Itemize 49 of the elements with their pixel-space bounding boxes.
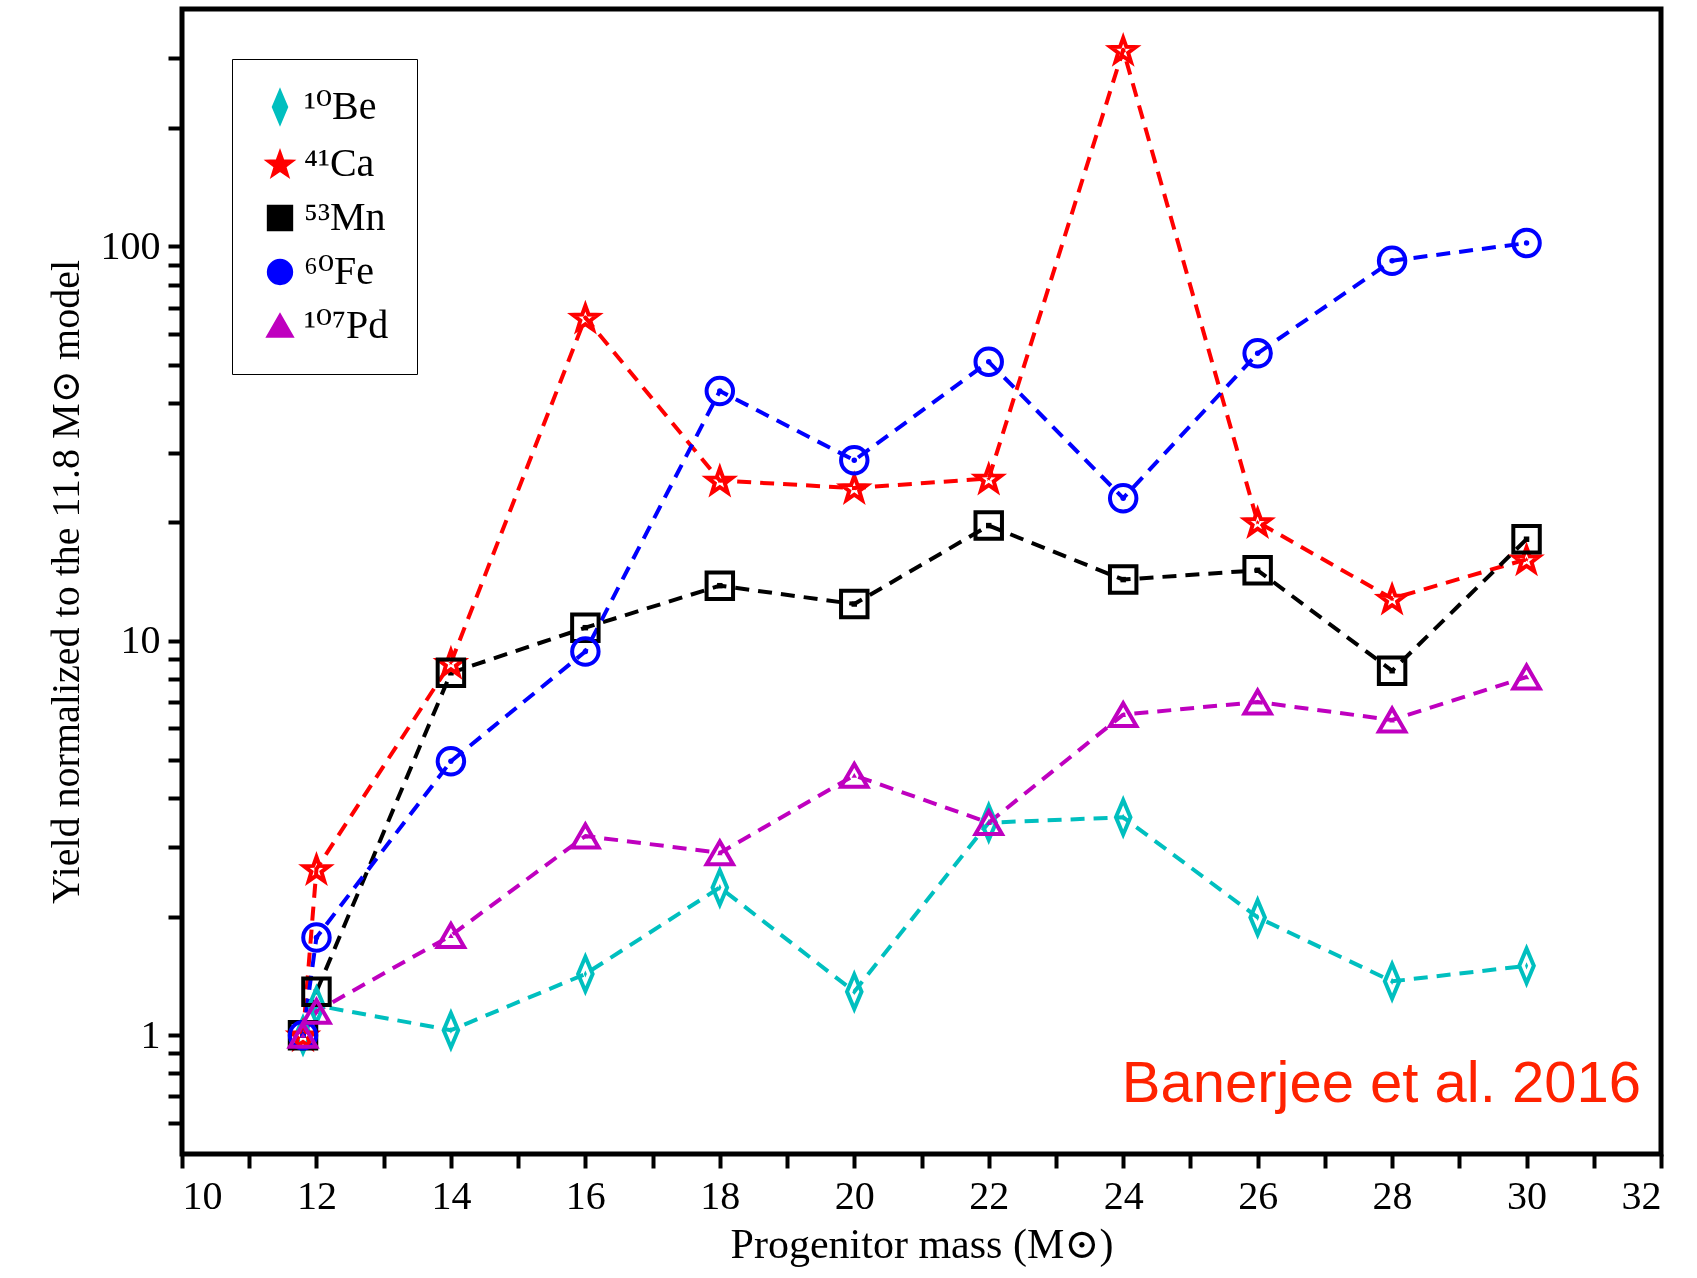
x-tick-label: 18 <box>700 1172 741 1218</box>
point <box>1107 564 1139 595</box>
x-tick-label: 16 <box>565 1172 606 1218</box>
point <box>704 570 736 601</box>
legend-label: ¹⁰Be <box>304 83 377 128</box>
point <box>1242 688 1273 716</box>
point <box>1511 227 1542 259</box>
point <box>1242 555 1273 586</box>
x-axis-title: Progenitor mass (M⊙) <box>730 1220 1114 1268</box>
point <box>973 510 1004 541</box>
point <box>1376 245 1408 276</box>
point <box>1107 482 1139 514</box>
x-tick-label: 32 <box>1621 1172 1662 1218</box>
x-tick-label: 30 <box>1507 1172 1548 1218</box>
y-tick-label: 100 <box>100 222 161 268</box>
point <box>1107 701 1139 729</box>
y-axis-title: Yield normalized to the 11.8 M⊙ model <box>42 259 88 905</box>
x-tick-label: 10 <box>182 1172 223 1218</box>
legend-label: ⁵³Mn <box>304 194 386 239</box>
point <box>435 922 467 949</box>
point <box>1242 338 1273 369</box>
legend-label: ⁶⁰Fe <box>304 248 374 293</box>
x-tick-label: 20 <box>834 1172 875 1218</box>
point <box>570 820 602 850</box>
x-tick-label: 12 <box>296 1172 337 1218</box>
x-tick-label: 14 <box>431 1172 472 1218</box>
point <box>839 588 870 620</box>
point <box>839 761 870 789</box>
point <box>1511 524 1542 555</box>
point <box>301 997 332 1025</box>
point <box>570 636 601 667</box>
legend-label: ⁴¹Ca <box>304 140 375 185</box>
point <box>704 839 736 867</box>
point <box>973 346 1004 377</box>
y-tick-label: 10 <box>120 617 161 663</box>
annotation: Banerjee et al. 2016 <box>1121 1049 1641 1114</box>
point <box>435 746 467 777</box>
legend-label: ¹⁰⁷Pd <box>304 302 389 347</box>
x-tick-label: 28 <box>1372 1172 1413 1218</box>
x-tick-label: 26 <box>1238 1172 1279 1218</box>
x-tick-label: 22 <box>969 1172 1010 1218</box>
x-tick-label: 24 <box>1103 1172 1144 1218</box>
point <box>839 445 870 476</box>
point <box>301 922 332 953</box>
point <box>1376 655 1408 686</box>
point <box>704 375 736 407</box>
point <box>1511 663 1542 691</box>
y-tick-label: 1 <box>140 1011 161 1057</box>
point <box>1375 704 1409 734</box>
